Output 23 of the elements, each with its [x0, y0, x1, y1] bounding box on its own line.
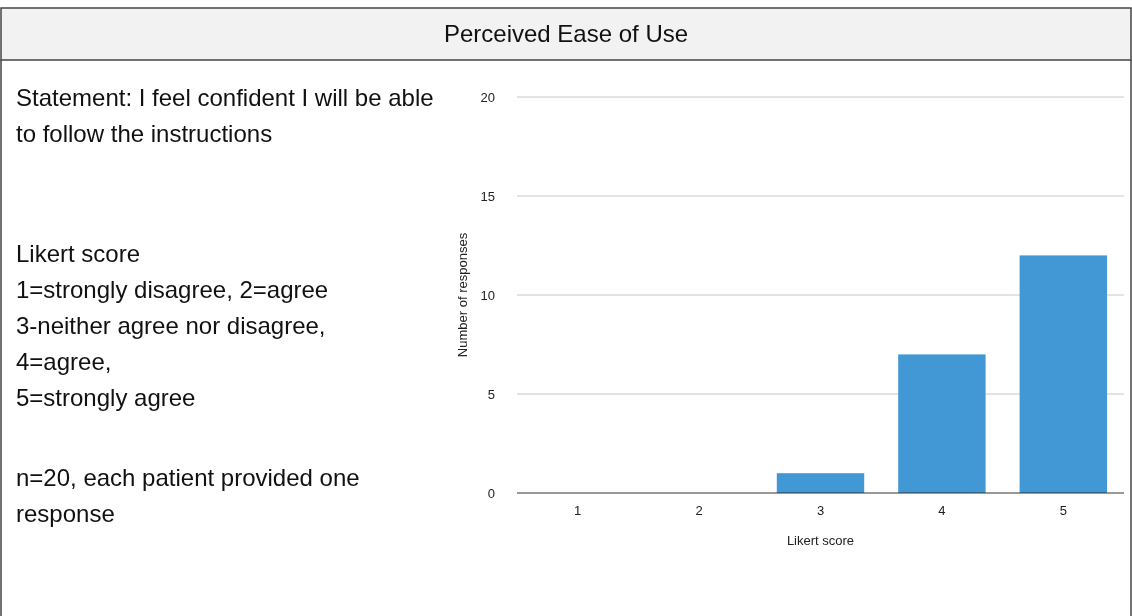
text: 4=agree, — [16, 348, 112, 375]
text: n=20, each patient provided one response — [16, 464, 360, 527]
x-tick-label: 1 — [574, 503, 582, 518]
text: 1=strongly disagree, 2=agree — [16, 276, 329, 303]
x-tick-label: 4 — [938, 503, 946, 518]
x-tick-label: 5 — [1059, 503, 1067, 518]
text: Likert score — [16, 240, 141, 267]
bar — [776, 473, 865, 493]
x-axis-title: Likert score — [786, 533, 855, 548]
y-tick-label: 10 — [480, 287, 495, 303]
y-tick-label: 5 — [487, 386, 495, 402]
x-tick-label: 3 — [816, 503, 825, 518]
x-tick-label: 2 — [695, 503, 703, 518]
bar — [1019, 255, 1108, 493]
chart-title: Perceived Ease of Use — [443, 20, 689, 47]
text: 3-neither agree nor disagree, — [16, 312, 326, 339]
y-tick-label: 20 — [480, 89, 495, 105]
y-tick-label: 0 — [487, 485, 495, 501]
y-axis-title: Number of responses — [455, 232, 470, 358]
text: Statement: I feel confident I will be able to follow the instructions — [16, 84, 434, 147]
text: 5=strongly agree — [16, 384, 196, 411]
y-tick-label: 15 — [480, 188, 495, 204]
bar — [898, 354, 986, 493]
